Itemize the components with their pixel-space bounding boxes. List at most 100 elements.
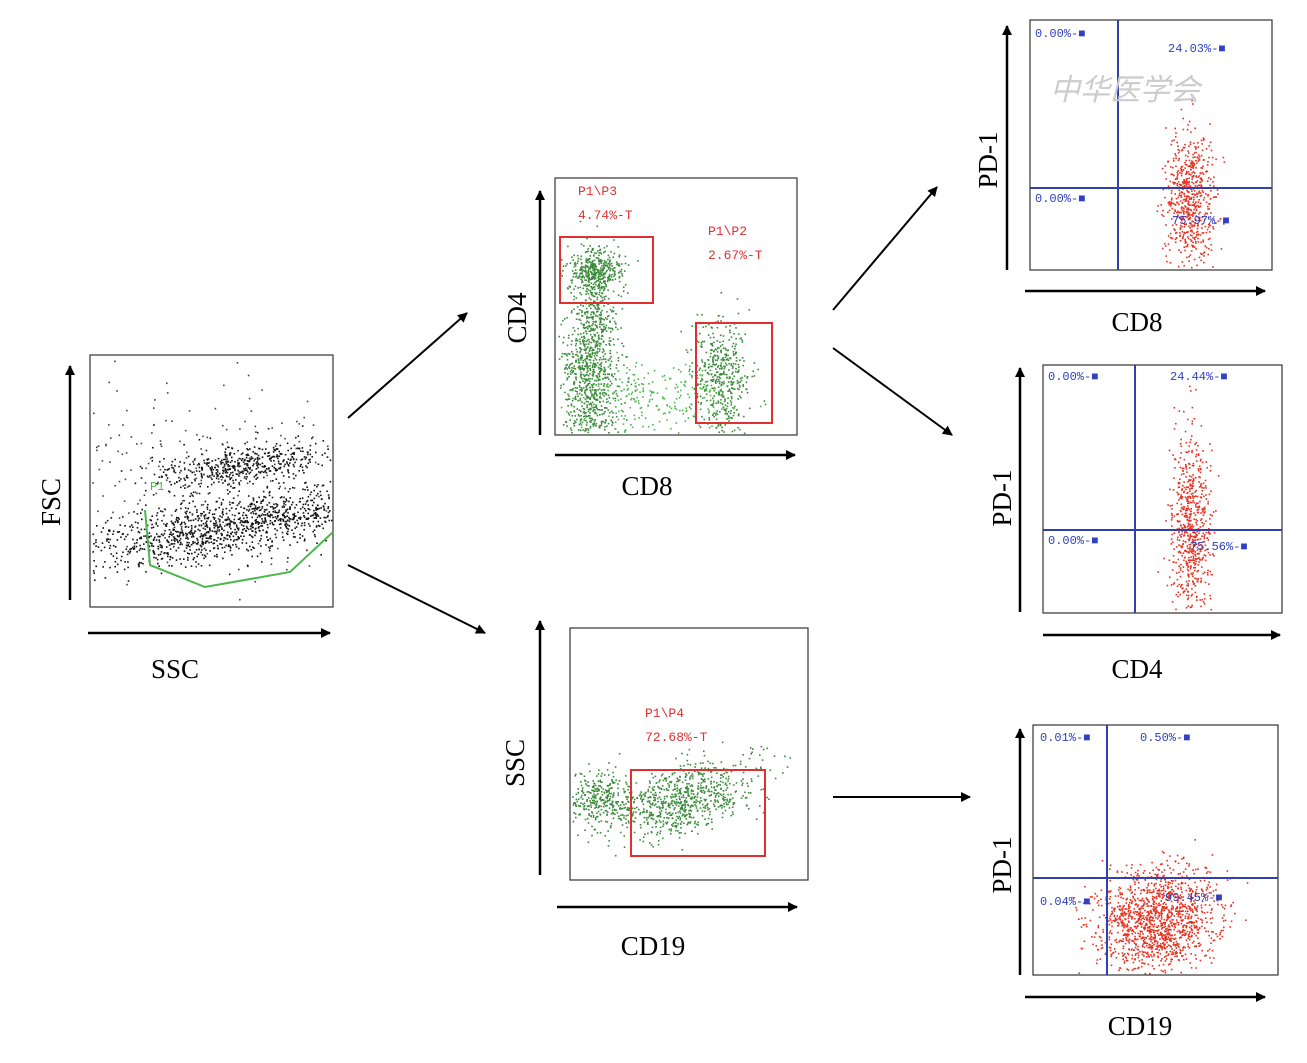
event-dot [248, 460, 251, 463]
event-dot [108, 530, 110, 532]
event-dot [603, 412, 605, 415]
event-dot [245, 514, 247, 517]
event-dot [190, 519, 192, 522]
event-dot [677, 823, 679, 825]
event-dot [228, 446, 230, 449]
event-dot [712, 387, 715, 390]
event-dot [179, 471, 181, 474]
event-dot [567, 337, 570, 339]
event-dot [261, 465, 264, 468]
event-dot [163, 458, 165, 460]
event-dot [730, 336, 733, 338]
event-dot [699, 797, 702, 799]
event-dot [691, 804, 693, 807]
event-dot [616, 351, 618, 354]
event-dot [279, 518, 281, 521]
event-dot [673, 821, 676, 824]
event-dot [201, 474, 203, 477]
event-dot [232, 535, 235, 538]
event-dot [266, 504, 269, 506]
event-dot [662, 800, 665, 803]
event-dot [702, 780, 705, 783]
event-dot [294, 521, 296, 524]
event-dot [723, 365, 725, 367]
event-dot [204, 528, 207, 531]
event-dot [238, 475, 240, 477]
event-dot [730, 363, 733, 365]
event-dot [598, 785, 600, 787]
event-dot [201, 466, 203, 469]
event-dot [231, 460, 233, 462]
event-dot [283, 502, 285, 505]
event-dot [684, 779, 687, 781]
event-dot [609, 308, 612, 311]
event-dot [591, 273, 593, 275]
event-dot [607, 262, 609, 265]
event-dot [224, 471, 227, 474]
event-dot [216, 475, 218, 478]
event-dot [215, 522, 218, 524]
event-dot [595, 252, 598, 254]
event-dot [725, 789, 727, 791]
event-dot [179, 543, 181, 546]
event-dot [581, 311, 583, 314]
event-dot [742, 754, 744, 756]
event-dot [263, 511, 266, 513]
event-dot [215, 469, 218, 471]
event-dot [195, 477, 198, 480]
event-dot [732, 813, 734, 815]
event-dot [244, 420, 246, 423]
event-dot [112, 544, 115, 547]
event-dot [602, 391, 604, 394]
event-dot [682, 413, 685, 415]
event-dot [611, 802, 613, 805]
event-dot [265, 440, 268, 443]
event-dot [694, 415, 696, 418]
event-dot [687, 793, 690, 796]
event-dot [240, 459, 243, 462]
event-dot [299, 533, 301, 536]
event-dot [108, 529, 111, 531]
event-dot [591, 339, 594, 341]
event-dot [608, 279, 611, 281]
event-dot [208, 564, 211, 567]
event-dot [703, 390, 706, 392]
event-dot [286, 462, 289, 465]
event-dot [251, 469, 253, 472]
event-dot [593, 272, 595, 275]
event-dot [230, 527, 232, 530]
event-dot [327, 506, 330, 508]
event-dot [219, 538, 222, 541]
event-dot [192, 495, 194, 498]
event-dot [755, 818, 758, 820]
event-dot [700, 778, 703, 780]
event-dot [182, 500, 184, 502]
event-dot [591, 288, 594, 291]
event-dot [677, 801, 680, 804]
event-dot [625, 822, 627, 824]
event-dot [600, 424, 602, 427]
event-dot [731, 806, 734, 808]
event-dot [612, 796, 614, 799]
event-dot [188, 519, 190, 522]
event-dot [710, 349, 712, 351]
event-dot [309, 458, 311, 461]
event-dot [650, 844, 653, 846]
event-dot [607, 790, 610, 792]
event-dot [710, 770, 713, 773]
event-dot [618, 752, 621, 755]
event-dot [583, 368, 585, 370]
event-dot [652, 793, 654, 796]
event-dot [733, 388, 736, 390]
event-dot [580, 278, 582, 281]
event-dot [680, 800, 682, 803]
event-dot [593, 264, 595, 266]
event-dot [697, 787, 699, 789]
event-dot [724, 782, 727, 784]
event-dot [249, 448, 251, 450]
event-dot [223, 536, 225, 539]
event-dot [598, 260, 600, 262]
event-dot [652, 845, 654, 848]
event-dot [156, 558, 159, 561]
event-dot [201, 540, 204, 543]
